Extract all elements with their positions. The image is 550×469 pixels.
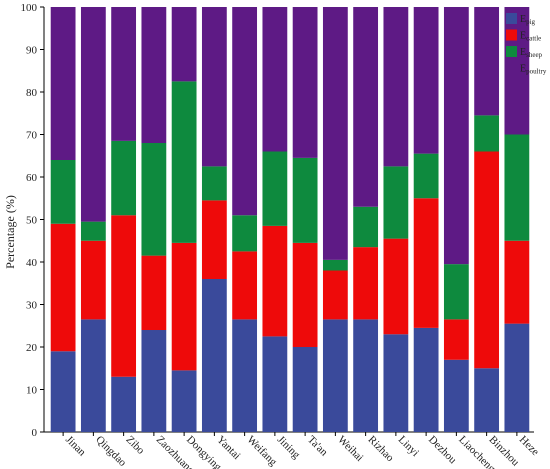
- bar-segment-pig: [443, 359, 469, 432]
- bar-segment-cattle: [50, 223, 76, 352]
- legend-label-pig: Epig: [520, 14, 536, 26]
- bar-segment-pig: [474, 368, 500, 432]
- bar-segment-poultry: [322, 7, 348, 260]
- bar-segment-sheep: [232, 215, 258, 252]
- legend-swatch-cattle: [506, 29, 517, 41]
- legend-swatch-sheep: [506, 46, 517, 57]
- bar-segment-pig: [413, 327, 439, 433]
- bar-segment-sheep: [171, 81, 197, 243]
- bar-segment-pig: [171, 370, 197, 433]
- bar-segment-pig: [80, 319, 106, 433]
- bar-segment-cattle: [474, 151, 500, 369]
- bar-segment-poultry: [443, 7, 469, 265]
- bar-segment-poultry: [413, 7, 439, 154]
- bar-segment-cattle: [322, 270, 348, 320]
- y-tick-label: 80: [26, 87, 38, 99]
- bar-segment-sheep: [443, 264, 469, 320]
- legend: Epig Ecattle Esheep Epoultry: [506, 13, 547, 76]
- x-tick-label: Rizhao: [366, 434, 397, 465]
- bar-segment-pig: [322, 319, 348, 433]
- bar-segment-sheep: [262, 151, 288, 226]
- legend-swatch-pig: [506, 13, 517, 24]
- y-tick-label: 50: [26, 215, 38, 227]
- y-tick-label: 30: [26, 300, 38, 312]
- bar-segment-sheep: [353, 206, 379, 248]
- bar-segment-poultry: [383, 7, 409, 167]
- bar-segment-cattle: [171, 242, 197, 371]
- x-tick-label: Jinan: [63, 434, 88, 459]
- bar-segment-poultry: [141, 7, 167, 143]
- bar-segment-sheep: [141, 143, 167, 256]
- y-tick-label: 40: [26, 257, 38, 269]
- x-tick-label: Zibo: [124, 434, 148, 458]
- bar-segment-sheep: [413, 153, 439, 199]
- legend-swatch-poultry: [506, 62, 517, 74]
- y-tick-label: 20: [26, 342, 38, 354]
- bar-segment-sheep: [504, 134, 530, 241]
- bar-segment-pig: [141, 330, 167, 432]
- bar-segment-pig: [201, 279, 227, 432]
- bar-segment-poultry: [262, 7, 288, 152]
- x-tick-label: Qingdao: [93, 434, 129, 469]
- bar-segment-cattle: [80, 240, 106, 320]
- bar-segment-poultry: [171, 7, 197, 82]
- bar-segment-poultry: [50, 7, 76, 160]
- bar-segment-cattle: [232, 251, 258, 320]
- bar-segment-pig: [111, 376, 137, 432]
- bar-segment-poultry: [353, 7, 379, 207]
- bar-segment-cattle: [111, 215, 137, 377]
- bar-segment-sheep: [322, 259, 348, 271]
- y-tick-label: 70: [26, 130, 38, 142]
- bar-segment-sheep: [292, 157, 318, 243]
- bar-segment-cattle: [504, 240, 530, 324]
- y-axis-title: Percentage (%): [3, 195, 17, 269]
- bar-segment-poultry: [292, 7, 318, 158]
- bar-segment-poultry: [80, 7, 106, 222]
- bar-segment-cattle: [353, 247, 379, 320]
- x-tick-label: Linyi: [396, 434, 421, 459]
- y-tick-label: 0: [32, 427, 38, 439]
- bar-segment-poultry: [111, 7, 137, 141]
- x-tick-label: Ta'an: [305, 434, 330, 459]
- bar-segment-pig: [353, 319, 379, 433]
- legend-label-poultry: Epoultry: [520, 64, 547, 76]
- bar-segment-sheep: [383, 166, 409, 239]
- bar-segment-cattle: [383, 238, 409, 335]
- x-tick-label: Jining: [275, 434, 303, 462]
- bar-segment-sheep: [201, 166, 227, 201]
- bar-segment-cattle: [443, 319, 469, 360]
- x-tick-label: Dezhou: [426, 434, 459, 467]
- bar-segment-pig: [504, 323, 530, 433]
- bar-segment-cattle: [141, 255, 167, 331]
- bar-segment-cattle: [201, 200, 227, 279]
- bar-segment-cattle: [262, 225, 288, 337]
- bar-segment-poultry: [474, 7, 500, 116]
- bar-segment-sheep: [80, 221, 106, 241]
- bar-segment-cattle: [292, 242, 318, 348]
- bar-segment-pig: [262, 336, 288, 433]
- x-tick-label: Heze: [517, 434, 542, 459]
- x-tick-label: Weihai: [335, 434, 365, 464]
- y-tick-label: 10: [26, 385, 38, 397]
- bar-segment-pig: [232, 319, 258, 433]
- bar-segment-pig: [383, 334, 409, 432]
- y-tick-label: 90: [26, 45, 38, 57]
- bar-segment-pig: [50, 351, 76, 432]
- legend-label-cattle: Ecattle: [520, 31, 541, 43]
- bars: [50, 7, 530, 433]
- bar-segment-pig: [292, 347, 318, 432]
- bar-segment-sheep: [50, 160, 76, 224]
- x-tick-label: Yantai: [214, 434, 242, 462]
- bar-segment-poultry: [201, 7, 227, 167]
- x-tick-label: Weifang: [245, 434, 280, 469]
- bar-segment-cattle: [413, 198, 439, 328]
- bar-segment-poultry: [232, 7, 258, 216]
- y-tick-label: 60: [26, 172, 38, 184]
- legend-label-sheep: Esheep: [520, 47, 543, 59]
- bar-segment-sheep: [474, 115, 500, 152]
- y-tick-label: 100: [21, 2, 38, 14]
- bar-segment-sheep: [111, 140, 137, 216]
